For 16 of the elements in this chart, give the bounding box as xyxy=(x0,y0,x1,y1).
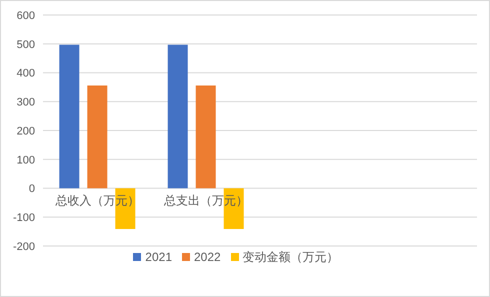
y-tick-label: -100 xyxy=(12,212,35,224)
bar xyxy=(59,44,80,188)
y-tick-label: 200 xyxy=(16,125,35,138)
y-tick-label: 500 xyxy=(16,38,35,51)
bar xyxy=(196,85,216,188)
y-tick-label: -200 xyxy=(12,240,35,253)
legend-label: 2022 xyxy=(194,250,221,264)
y-tick-label: 600 xyxy=(16,10,35,22)
bar xyxy=(168,44,188,188)
legend-label: 变动金额（万元） xyxy=(242,250,339,264)
y-tick-label: 300 xyxy=(16,96,35,109)
bar xyxy=(87,85,108,188)
legend-label: 2021 xyxy=(145,250,172,264)
y-tick-label: 400 xyxy=(16,68,35,80)
y-tick-label: 0 xyxy=(28,183,35,196)
y-tick-label: 100 xyxy=(16,154,35,166)
